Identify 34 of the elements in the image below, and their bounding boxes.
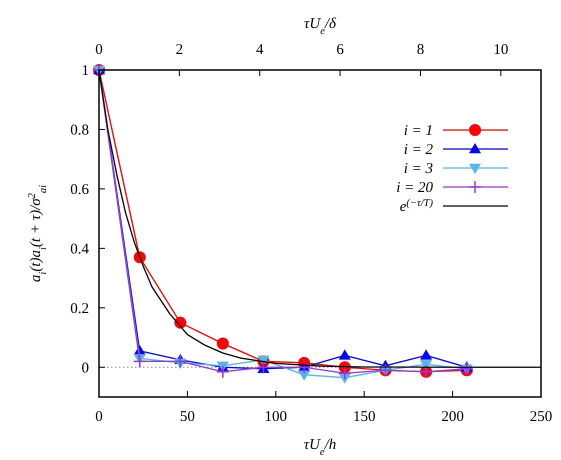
x2-tick-label: 6 <box>336 42 344 58</box>
y-tick-label: 0 <box>82 360 89 376</box>
x2-tick-label: 0 <box>95 42 103 58</box>
y-tick-label: 0.6 <box>70 182 90 198</box>
x2-tick-label: 4 <box>256 42 264 58</box>
x-tick-label: 150 <box>352 409 376 425</box>
y-tick-label: 0.2 <box>70 300 89 317</box>
point <box>216 364 230 378</box>
x2-tick-label: 2 <box>176 42 184 58</box>
y-tick-label: 0.4 <box>70 241 90 258</box>
point <box>338 366 352 380</box>
point <box>216 337 229 350</box>
point <box>297 360 311 374</box>
x2-tick-label: 8 <box>416 42 424 58</box>
y-tick-label: 0.8 <box>70 122 89 138</box>
x-tick-label: 50 <box>180 409 195 425</box>
x-tick-label: 100 <box>264 409 288 425</box>
legend-label: i = 1 <box>404 123 433 139</box>
legend-label: i = 20 <box>396 180 434 196</box>
point <box>132 354 146 368</box>
x-tick-label: 200 <box>441 409 464 425</box>
point <box>338 349 351 360</box>
point <box>174 354 188 368</box>
y-tick-label: 1 <box>82 63 89 79</box>
point <box>298 370 310 381</box>
point <box>420 349 432 360</box>
x-tick-label: 250 <box>530 409 552 425</box>
legend-label: e$^{(−τ/T)}$ <box>400 198 434 215</box>
legend-label: i = 3 <box>404 161 433 177</box>
legend-label: i = 2 <box>404 142 434 158</box>
x2-axis-title: τU$_{e}$/δ <box>304 16 338 36</box>
x-tick-label: 0 <box>95 409 103 425</box>
x-axis-title: τU$_{e}$/h <box>304 437 336 458</box>
x2-tick-label: 10 <box>493 42 508 58</box>
